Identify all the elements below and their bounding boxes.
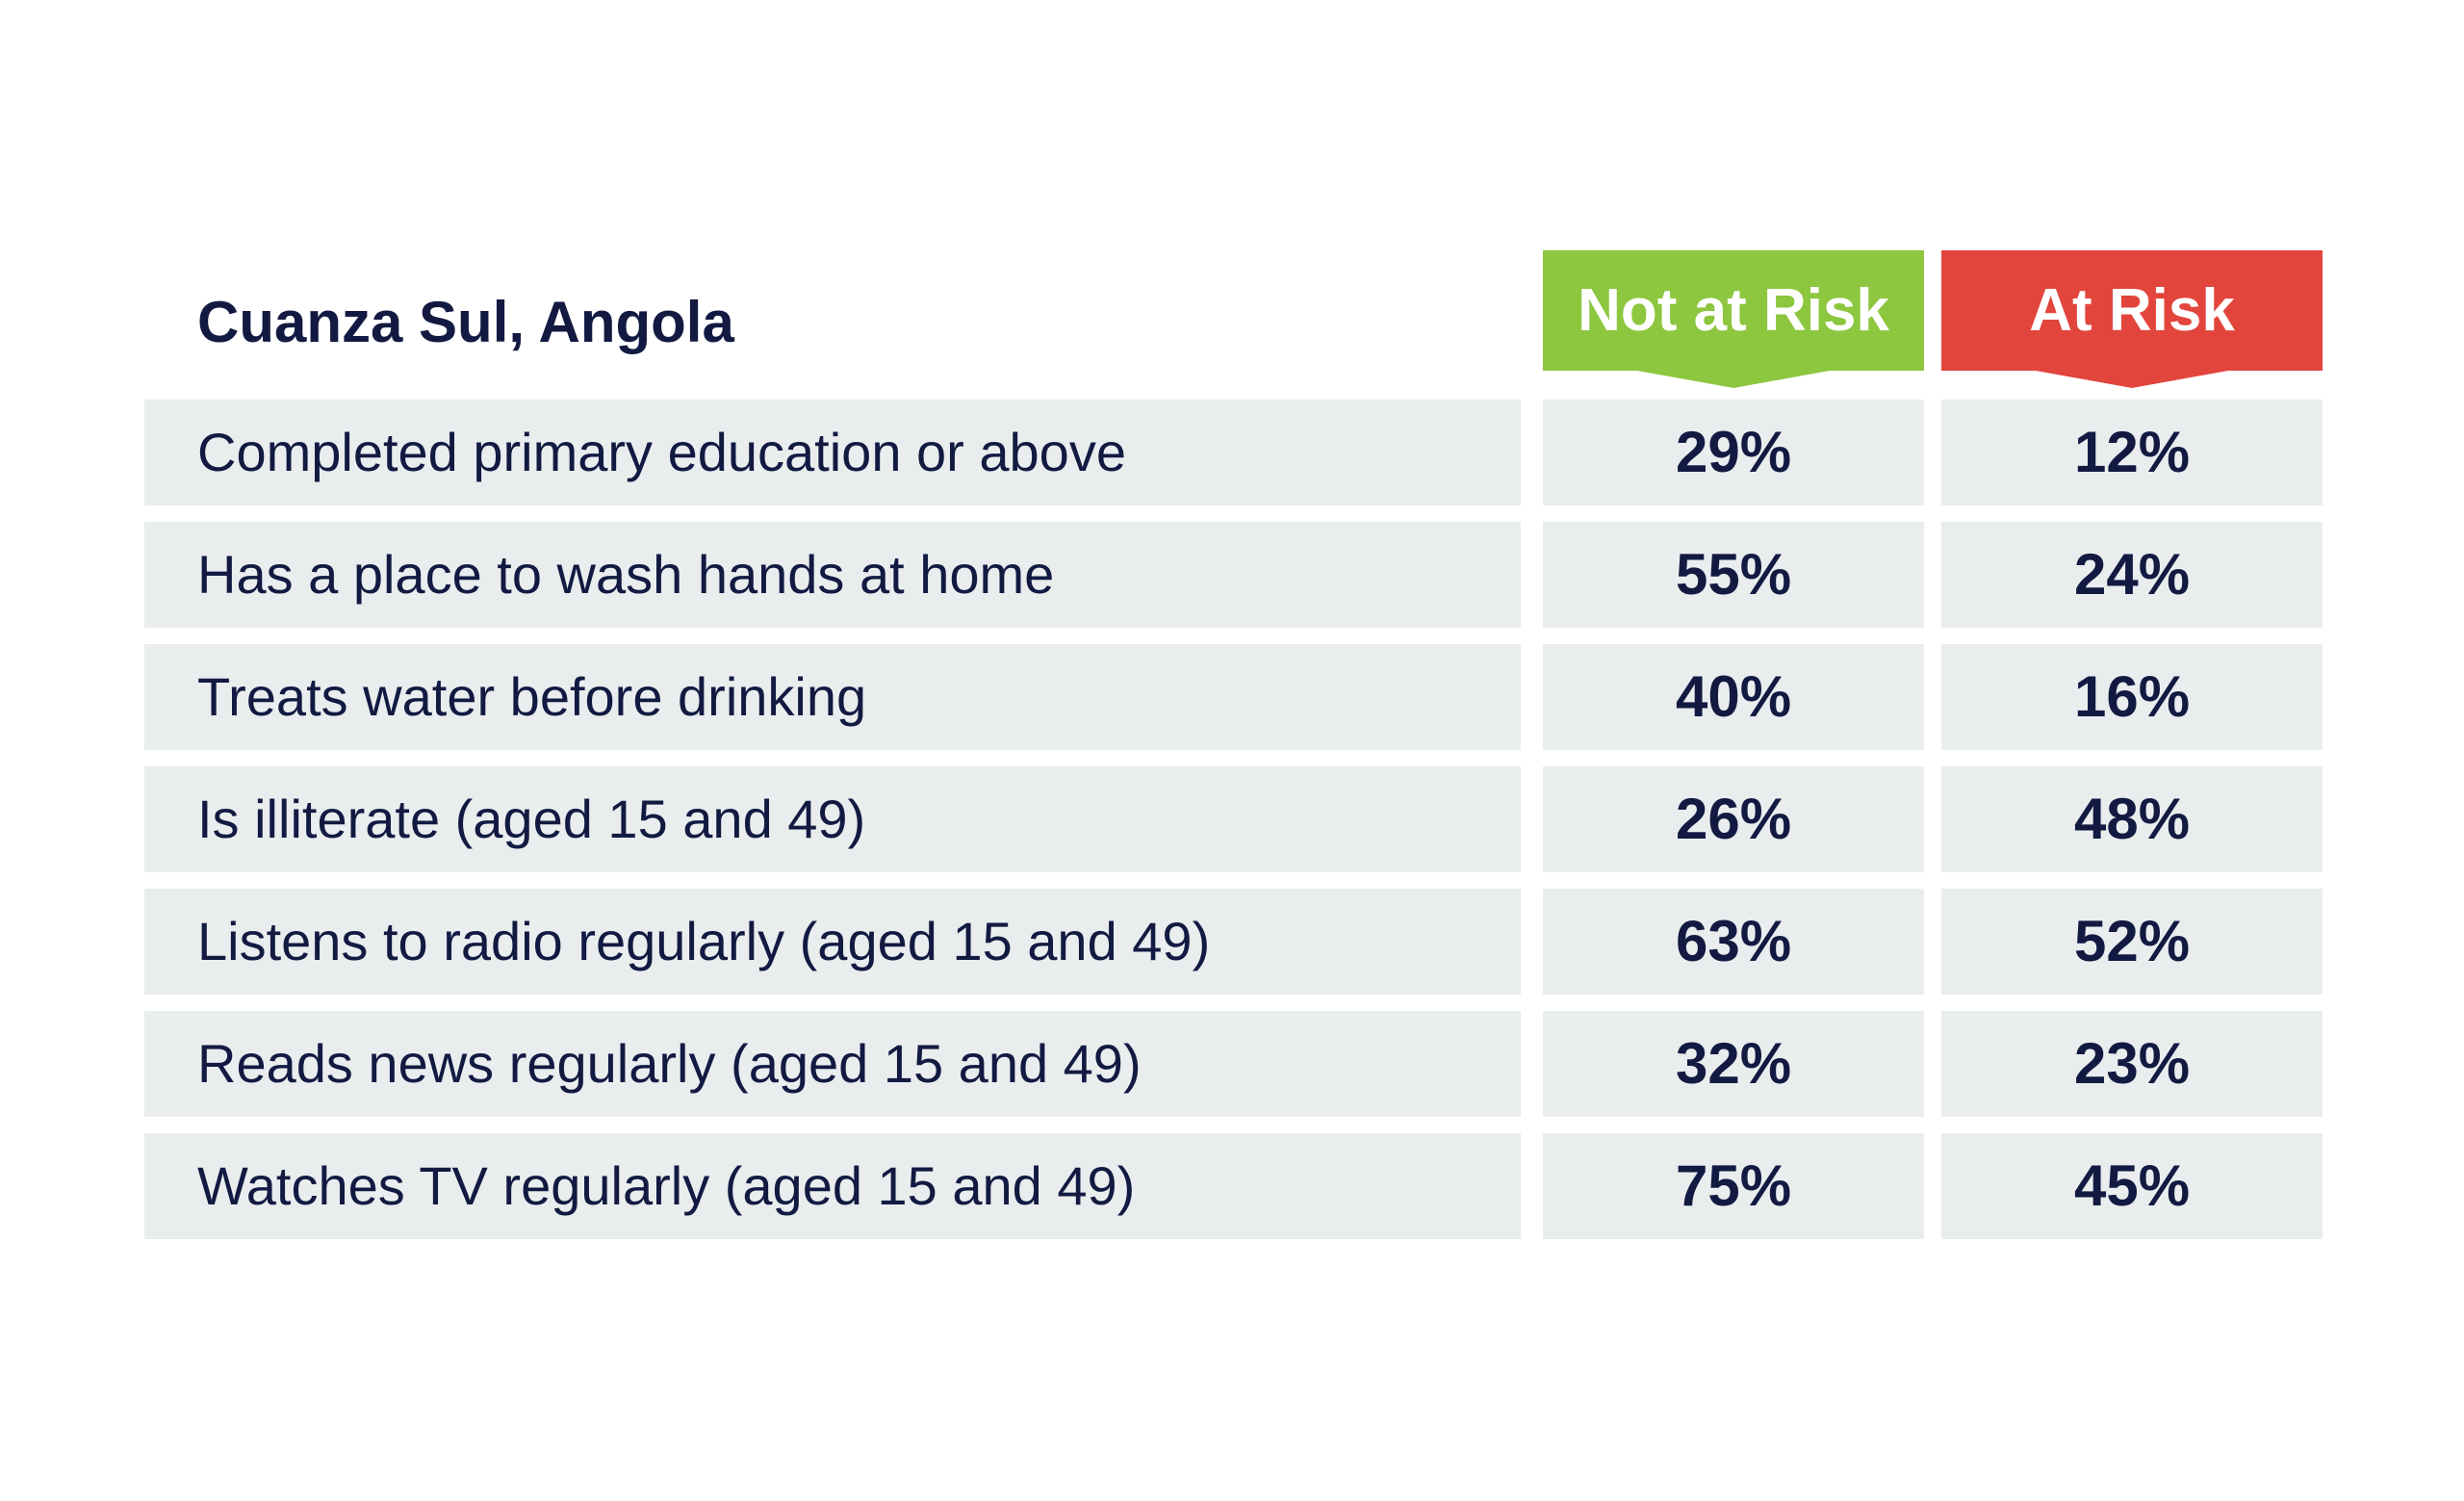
table-value-cell <box>1941 1133 2323 1239</box>
not-at-risk-value: 26% <box>1675 787 1792 851</box>
column-header-label: Not at Risk <box>1578 277 1889 344</box>
column-header-pointer <box>1637 371 1830 388</box>
table-row-label-cell <box>144 522 1521 628</box>
table-value-cell <box>1543 889 1924 995</box>
table-row-label-cell <box>144 400 1521 505</box>
table-value-cell <box>1941 400 2323 505</box>
at-risk-value: 24% <box>2073 542 2191 607</box>
table-value-cell <box>1543 1011 1924 1117</box>
table-value-cell <box>1941 644 2323 750</box>
table-row-label: Reads news regularly (aged 15 and 49) <box>197 1033 1142 1094</box>
column-header-bar <box>1941 250 2323 371</box>
table-row-label-cell <box>144 889 1521 995</box>
table-row-label: Listens to radio regularly (aged 15 and … <box>197 911 1211 971</box>
table-row-label: Is illiterate (aged 15 and 49) <box>197 789 866 849</box>
column-header-label: At Risk <box>2029 277 2235 344</box>
not-at-risk-value: 55% <box>1675 542 1792 607</box>
table-row-label: Treats water before drinking <box>197 666 867 727</box>
table-value-cell <box>1543 522 1924 628</box>
table-row-label: Watches TV regularly (aged 15 and 49) <box>197 1155 1136 1216</box>
at-risk-value: 52% <box>2073 909 2191 973</box>
at-risk-value: 45% <box>2073 1153 2191 1218</box>
not-at-risk-value: 40% <box>1675 664 1792 729</box>
at-risk-value: 23% <box>2073 1031 2191 1096</box>
table-row-label-cell <box>144 766 1521 872</box>
table-row-label-cell <box>144 644 1521 750</box>
table-value-cell <box>1941 889 2323 995</box>
at-risk-value: 16% <box>2073 664 2191 729</box>
table-value-cell <box>1941 1011 2323 1117</box>
column-header-bar <box>1543 250 1924 371</box>
table-title: Cuanza Sul, Angola <box>197 290 734 354</box>
not-at-risk-value: 32% <box>1675 1031 1792 1096</box>
column-header-at-risk: At Risk <box>1941 250 2323 388</box>
table-value-cell <box>1543 1133 1924 1239</box>
not-at-risk-value: 63% <box>1675 909 1792 973</box>
table-row-label-cell <box>144 1011 1521 1117</box>
table-row-label-cell <box>144 1133 1521 1239</box>
column-header-pointer <box>2036 371 2228 388</box>
table-value-cell <box>1543 400 1924 505</box>
table-value-cell <box>1941 766 2323 872</box>
table-row-label: Completed primary education or above <box>197 422 1126 482</box>
table-value-cell <box>1941 522 2323 628</box>
at-risk-value: 48% <box>2073 787 2191 851</box>
table-value-cell <box>1543 766 1924 872</box>
table-value-cell <box>1543 644 1924 750</box>
table-row-label: Has a place to wash hands at home <box>197 544 1055 605</box>
not-at-risk-value: 29% <box>1675 420 1792 484</box>
column-header-not-at-risk: Not at Risk <box>1543 250 1924 388</box>
at-risk-value: 12% <box>2073 420 2191 484</box>
not-at-risk-value: 75% <box>1675 1153 1792 1218</box>
